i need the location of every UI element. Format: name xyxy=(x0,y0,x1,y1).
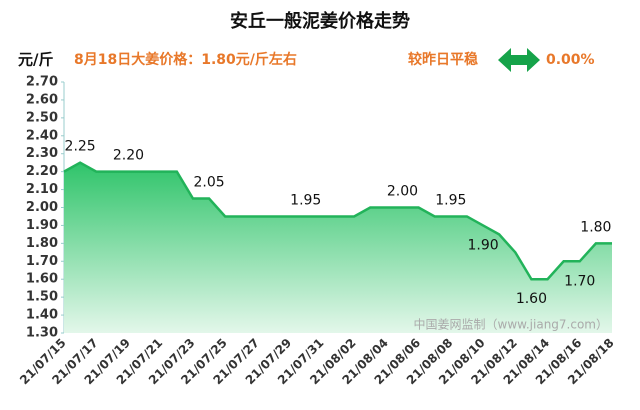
y-tick-label: 2.50 xyxy=(26,110,58,125)
y-tick-label: 1.70 xyxy=(26,254,58,269)
y-tick-label: 1.30 xyxy=(26,326,58,341)
data-label: 2.25 xyxy=(65,139,96,155)
y-tick-label: 1.60 xyxy=(26,272,58,287)
y-tick-label: 1.80 xyxy=(26,236,58,251)
y-tick-label: 2.00 xyxy=(26,200,58,215)
y-unit: 元/斤 xyxy=(18,51,53,69)
y-tick-label: 2.20 xyxy=(26,164,58,179)
y-tick-label: 2.60 xyxy=(26,92,58,107)
data-label: 1.80 xyxy=(580,219,611,235)
y-tick-label: 1.90 xyxy=(26,218,58,233)
change-value: 0.00% xyxy=(546,52,595,68)
y-tick-label: 2.30 xyxy=(26,146,58,161)
y-tick-label: 2.10 xyxy=(26,182,58,197)
data-label: 1.90 xyxy=(467,237,498,253)
area-line xyxy=(63,161,612,281)
y-tick-label: 2.40 xyxy=(26,128,58,143)
chart-title: 安丘一般泥姜价格走势 xyxy=(230,10,410,32)
data-label: 2.05 xyxy=(193,175,224,191)
area-fill xyxy=(64,162,612,333)
plot: 1.30 1.40 1.50 1.60 1.70 1.80 1.90 2.00 2.10 2.20… xyxy=(17,75,617,388)
data-label: 1.95 xyxy=(290,192,321,208)
subtitle: 8月18日大姜价格：1.80元/斤左右 xyxy=(74,51,297,68)
watermark: 中国姜网监制（www.jiang7.com） xyxy=(414,317,608,332)
data-label: 2.00 xyxy=(387,184,418,200)
data-label: 2.20 xyxy=(113,148,144,164)
change-text: 较昨日平稳 xyxy=(408,51,478,68)
data-label: 1.60 xyxy=(516,291,547,307)
y-tick-label: 1.50 xyxy=(26,290,58,305)
data-label: 1.95 xyxy=(435,192,466,208)
y-tick-label: 2.70 xyxy=(26,75,58,90)
flat-arrow-icon xyxy=(498,48,540,72)
data-label: 1.70 xyxy=(564,273,595,289)
y-tick-label: 1.40 xyxy=(26,308,58,323)
